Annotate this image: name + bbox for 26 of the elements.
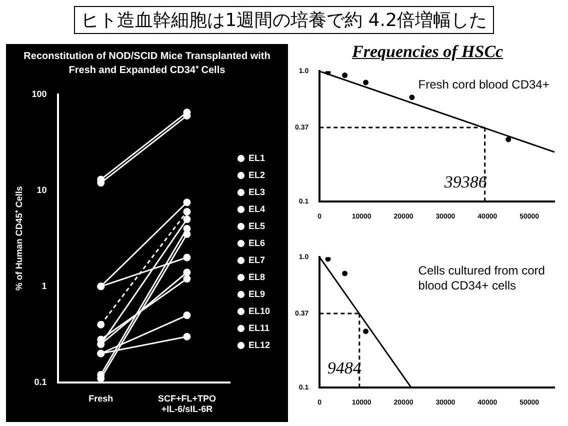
annotation: Fresh cord blood CD34+ (418, 78, 550, 92)
legend-label: EL5 (248, 220, 266, 231)
legend-label: EL10 (248, 306, 270, 316)
annotation: Cells cultured from cord blood CD34+ cells (418, 264, 545, 293)
x-tick-label: Fresh (88, 393, 114, 404)
chart-title: Reconstitution of NOD/SCID Mice Transplanted with Fresh and Expanded CD34⁺ Cells (22, 50, 272, 78)
chart-title: Frequencies of HSCc (351, 42, 504, 63)
y-tick-label: 1 (42, 280, 47, 291)
legend-label: EL9 (248, 288, 266, 299)
y-tick-label: 100 (32, 88, 47, 99)
legend-label: EL4 (248, 204, 266, 214)
y-tick-label: 10 (36, 184, 47, 195)
ref-line-label: 39386 (443, 172, 488, 192)
legend-label: EL7 (248, 254, 266, 265)
legend-label: EL3 (248, 186, 266, 197)
y-axis-title: % of Human CD45⁺ Cells (14, 186, 24, 291)
legend-label: EL11 (248, 322, 270, 333)
text: ヒト造血幹細胞は1週間の培養で約 4.2倍増幅した (74, 6, 494, 34)
ref-line-label: 9484 (327, 358, 362, 378)
legend-label: EL8 (248, 272, 266, 282)
y-tick-label: 0.1 (34, 376, 47, 387)
legend-label: EL2 (248, 170, 266, 180)
legend-label: EL6 (248, 238, 266, 248)
legend-label: EL12 (248, 340, 270, 350)
x-tick-label: SCF+FL+TPO +IL-6/sIL-6R (158, 393, 216, 414)
legend-label: EL1 (248, 152, 266, 163)
